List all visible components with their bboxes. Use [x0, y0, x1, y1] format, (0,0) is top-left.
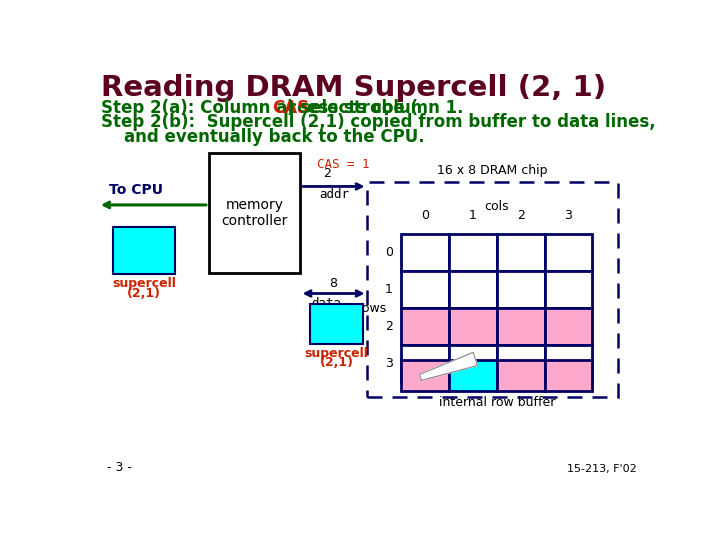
Bar	[113, 226, 175, 274]
Bar	[544, 345, 593, 382]
Bar	[401, 234, 449, 271]
Text: CAS: CAS	[271, 99, 309, 117]
Text: supercell: supercell	[112, 278, 176, 291]
Text: 2: 2	[385, 320, 393, 333]
Bar	[497, 361, 544, 392]
Bar	[497, 234, 544, 271]
Bar	[544, 308, 593, 345]
Bar	[449, 234, 497, 271]
Text: memory
controller: memory controller	[221, 198, 287, 228]
Text: Reading DRAM Supercell (2, 1): Reading DRAM Supercell (2, 1)	[101, 74, 606, 102]
Bar	[497, 345, 544, 382]
Text: 2: 2	[323, 167, 330, 180]
Polygon shape	[420, 353, 477, 380]
Bar	[449, 361, 497, 392]
Bar	[209, 153, 300, 273]
Bar	[544, 234, 593, 271]
Text: 3: 3	[564, 209, 572, 222]
Text: cols: cols	[485, 200, 509, 213]
Text: - 3 -: - 3 -	[107, 462, 132, 475]
Text: 1: 1	[385, 283, 393, 296]
Bar	[449, 308, 497, 345]
Text: 0: 0	[421, 209, 429, 222]
Text: 2: 2	[517, 209, 525, 222]
Text: (2,1): (2,1)	[320, 356, 354, 369]
Bar	[497, 308, 544, 345]
Text: rows: rows	[357, 302, 387, 315]
Text: data: data	[311, 296, 341, 309]
Text: 1: 1	[469, 209, 477, 222]
Bar	[497, 271, 544, 308]
Text: Step 2(a): Column access strobe (: Step 2(a): Column access strobe (	[101, 99, 418, 117]
Text: 8: 8	[330, 278, 338, 291]
Bar	[449, 345, 497, 382]
Bar	[544, 361, 593, 392]
Text: CAS = 1: CAS = 1	[317, 158, 369, 171]
Text: (2,1): (2,1)	[127, 287, 161, 300]
Text: Step 2(b):  Supercell (2,1) copied from buffer to data lines,: Step 2(b): Supercell (2,1) copied from b…	[101, 113, 656, 131]
Bar	[544, 271, 593, 308]
Text: 15-213, F'02: 15-213, F'02	[567, 464, 637, 475]
Text: internal row buffer: internal row buffer	[438, 396, 555, 409]
Bar	[367, 182, 618, 397]
Bar	[449, 271, 497, 308]
Bar	[310, 303, 363, 343]
Bar	[401, 361, 449, 392]
Bar	[401, 345, 449, 382]
Text: 0: 0	[385, 246, 393, 259]
Text: and eventually back to the CPU.: and eventually back to the CPU.	[101, 128, 425, 146]
Bar	[401, 308, 449, 345]
Text: 3: 3	[385, 357, 393, 370]
Text: addr: addr	[319, 188, 349, 201]
Bar	[401, 271, 449, 308]
Text: supercell: supercell	[305, 347, 369, 360]
Text: To CPU: To CPU	[109, 183, 163, 197]
Text: ) selects column 1.: ) selects column 1.	[287, 99, 464, 117]
Text: 16 x 8 DRAM chip: 16 x 8 DRAM chip	[437, 164, 548, 177]
